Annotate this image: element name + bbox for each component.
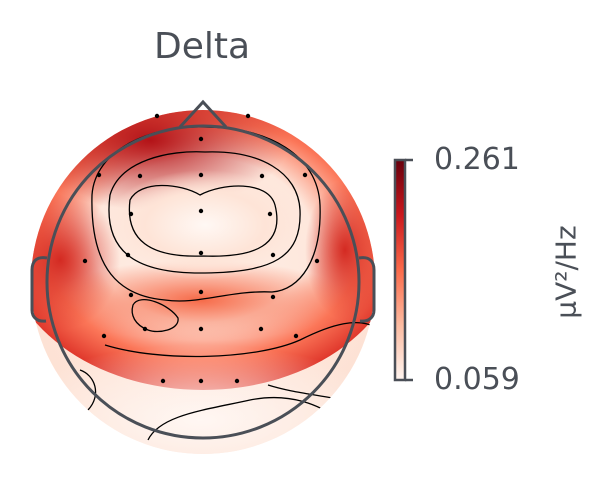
sensor-dot bbox=[267, 211, 273, 217]
sensor-dot bbox=[198, 326, 204, 332]
sensor-dot bbox=[137, 173, 143, 179]
sensor-dot bbox=[245, 113, 251, 119]
sensor-markers bbox=[82, 113, 320, 384]
right-ear-icon bbox=[358, 256, 376, 323]
colorbar-min-label: 0.059 bbox=[434, 362, 520, 397]
sensor-dot bbox=[154, 113, 160, 119]
contour-inner bbox=[128, 184, 278, 257]
sensor-dot bbox=[198, 289, 204, 295]
sensor-dot bbox=[314, 258, 320, 264]
colorbar bbox=[393, 158, 413, 382]
sensor-dot bbox=[125, 252, 131, 258]
sensor-dot bbox=[198, 250, 204, 256]
left-ear-icon bbox=[30, 256, 48, 323]
contour-blob bbox=[131, 299, 179, 333]
sensor-dot bbox=[234, 378, 240, 384]
colorbar-unit-label: μV²/Hz bbox=[549, 225, 583, 319]
colorbar-frame bbox=[393, 158, 407, 382]
sensor-dot bbox=[270, 252, 276, 258]
contour-low-left bbox=[79, 369, 97, 411]
sensor-dot bbox=[198, 378, 204, 384]
sensor-dot bbox=[198, 172, 204, 178]
head-outline bbox=[30, 99, 376, 440]
sensor-dot bbox=[96, 172, 102, 178]
colorbar-max-label: 0.261 bbox=[434, 142, 520, 177]
sensor-dot bbox=[258, 326, 264, 332]
sensor-dot bbox=[293, 333, 299, 339]
contour-mid bbox=[108, 151, 301, 274]
head-circle bbox=[45, 124, 361, 440]
nose-icon bbox=[178, 99, 228, 129]
sensor-dot bbox=[142, 326, 148, 332]
sensor-dot bbox=[302, 172, 308, 178]
sensor-dot bbox=[160, 378, 166, 384]
colorbar-gradient bbox=[395, 160, 405, 380]
sensor-dot bbox=[259, 173, 265, 179]
contour-bottom bbox=[147, 396, 341, 441]
sensor-dot bbox=[128, 211, 134, 217]
plot-title: Delta bbox=[153, 26, 251, 67]
sensor-dot bbox=[128, 292, 134, 298]
sensor-dot bbox=[198, 136, 204, 142]
sensor-dot bbox=[101, 333, 107, 339]
sensor-dot bbox=[82, 258, 88, 264]
sensor-dot bbox=[270, 294, 276, 300]
sensor-dot bbox=[198, 208, 204, 214]
heatmap bbox=[31, 110, 375, 454]
